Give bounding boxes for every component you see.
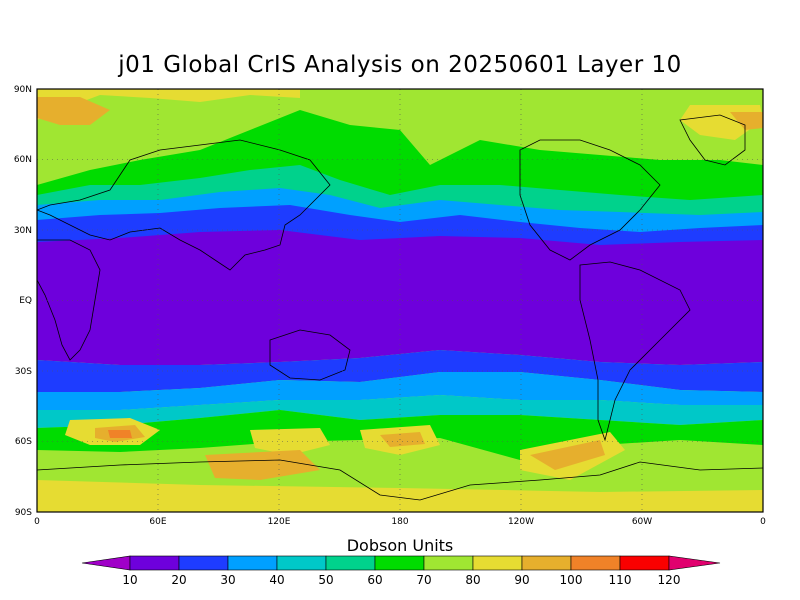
colorbar-tick-label: 50 [318,573,333,587]
band-s-max-c [380,432,425,447]
coastlines [37,114,763,501]
lon-tick-label: 0 [760,517,766,527]
lon-tick-label: 180 [391,517,408,527]
colorbar-arrow-high [668,555,721,571]
lon-tick-label: 60W [632,517,652,527]
coast-australia [269,329,351,381]
colorbar-swatch [423,555,474,571]
lat-tick-label: EQ [19,296,32,306]
colorbar-tick-label: 10 [122,573,137,587]
colorbar-tick-label: 30 [220,573,235,587]
lat-tick-label: 90N [14,85,32,95]
band-s-max-d [530,440,605,470]
band-tropics [37,230,763,365]
colorbar-swatch [521,555,572,571]
colorbar-swatch [472,555,523,571]
lon-tick-label: 60E [149,517,166,527]
grid-lines [37,89,763,512]
band-s-40 [37,372,763,410]
band-np-max2 [730,112,763,130]
colorbar-tick-label: 20 [171,573,186,587]
colorbar-tick-label: 100 [560,573,583,587]
lat-tick-label: 30S [15,367,32,377]
colorbar-swatch [276,555,327,571]
lat-tick-label: 90S [15,508,32,518]
colorbar-tick-label: 40 [269,573,284,587]
colorbar-tick-label: 110 [609,573,632,587]
coast-antarctica [37,459,763,501]
band-np-high [37,89,300,120]
map-title: j01 Global CrIS Analysis on 20250601 Lay… [118,52,682,78]
colorbar-tick-label: 120 [658,573,681,587]
lon-tick-label: 120W [508,517,534,527]
band-s-peak-a [108,430,132,438]
colorbar-swatch [570,555,621,571]
colorbar-arrow-low [81,555,131,571]
colorbar-swatch [325,555,376,571]
band-np-max [37,97,110,125]
map-frame [36,88,764,513]
colorbar-swatch [619,555,670,571]
band-s-high-b [250,428,330,455]
band-sp-high [37,480,763,512]
colorbar-tick-label: 90 [514,573,529,587]
lat-tick-label: 60N [14,155,32,165]
colorbar-tick-label: 70 [416,573,431,587]
coast-africa [37,239,101,361]
colorbar-tick-label: 80 [465,573,480,587]
band-s-max-b [205,450,320,480]
band-s-50 [37,395,763,428]
coast-samerica [579,261,691,442]
colorbar-swatch [227,555,278,571]
colorbar-swatch [374,555,425,571]
colorbar-title: Dobson Units [346,536,454,555]
lon-tick-label: 120E [268,517,291,527]
colorbar-swatch [129,555,180,571]
lon-tick-label: 0 [34,517,40,527]
field-layer [37,89,763,512]
lon-axis: 0 60E 120E 180 120W 60W 0 [34,517,766,527]
colorbar-tick-label: 60 [367,573,382,587]
coast-eurasia [37,139,331,271]
coast-namerica [519,139,661,261]
lat-axis: 90N 60N 30N EQ 30S 60S 90S [14,85,32,518]
coast-greenland [679,114,746,166]
colorbar: 10 20 30 40 50 60 70 80 90 100 110 120 [81,555,721,587]
band-s-30 [37,350,763,392]
colorbar-swatch [178,555,229,571]
lat-tick-label: 60S [15,437,32,447]
lat-tick-label: 30N [14,226,32,236]
